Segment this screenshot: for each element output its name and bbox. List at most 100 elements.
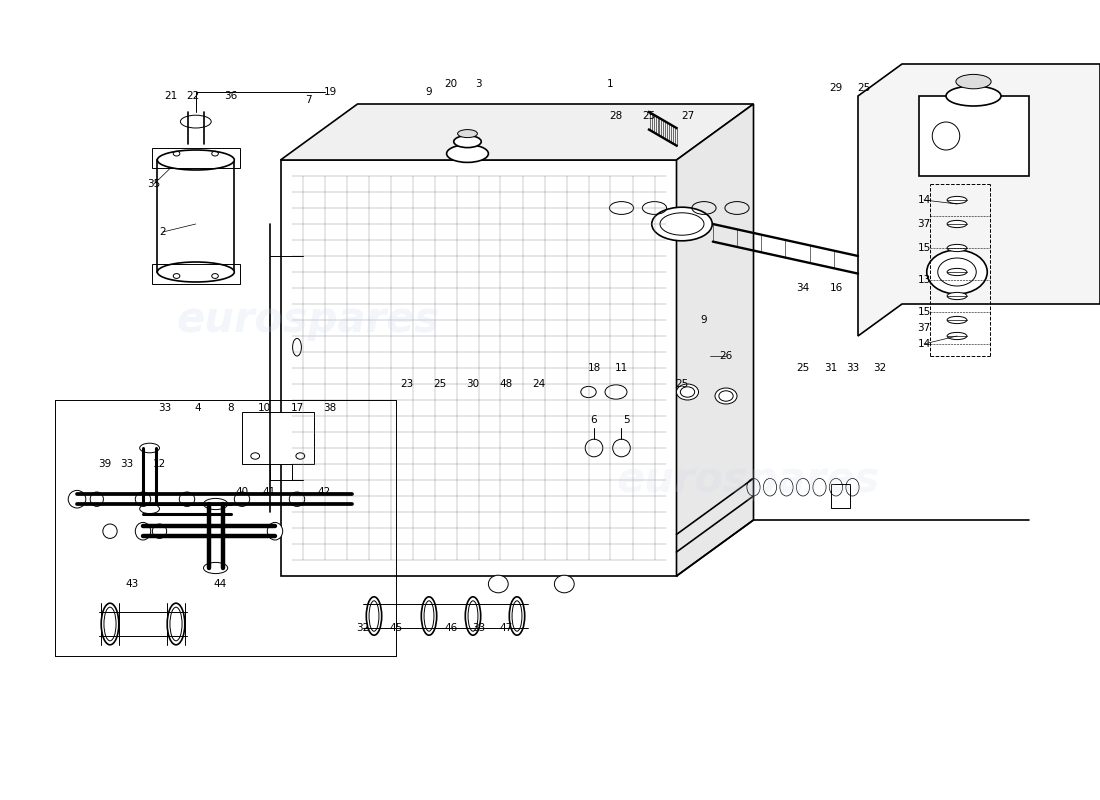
Text: 40: 40 [235,487,249,497]
Ellipse shape [947,316,967,323]
Ellipse shape [947,268,967,275]
Bar [152,148,240,168]
Text: 9: 9 [426,87,432,97]
Text: 33: 33 [158,403,172,413]
Polygon shape [858,64,1100,336]
Ellipse shape [167,603,185,645]
Text: 23: 23 [400,379,414,389]
Bar [830,484,850,508]
Text: 33: 33 [846,363,859,373]
Ellipse shape [488,575,508,593]
Ellipse shape [613,439,630,457]
Text: 33: 33 [120,459,133,469]
Ellipse shape [421,597,437,635]
Text: 13: 13 [917,275,931,285]
Ellipse shape [103,524,118,538]
Bar [152,264,240,284]
Ellipse shape [947,196,967,204]
Ellipse shape [676,384,698,400]
Ellipse shape [581,386,596,398]
Text: 19: 19 [323,87,337,97]
Text: 25: 25 [675,379,689,389]
Ellipse shape [554,575,574,593]
Text: 46: 46 [444,623,458,633]
Ellipse shape [947,292,967,300]
Text: 1: 1 [607,79,614,89]
Ellipse shape [101,603,119,645]
Text: 48: 48 [499,379,513,389]
Text: 37: 37 [917,323,931,333]
Text: 8: 8 [228,403,234,413]
Text: 14: 14 [917,339,931,349]
Text: 31: 31 [824,363,837,373]
Ellipse shape [135,492,151,506]
Text: 47: 47 [499,623,513,633]
Bar [157,160,234,272]
Text: 32: 32 [356,623,370,633]
Text: 32: 32 [873,363,887,373]
Text: 14: 14 [917,195,931,205]
Text: 27: 27 [681,111,694,121]
Polygon shape [676,104,754,576]
Text: eurospares: eurospares [176,299,440,341]
Text: 30: 30 [466,379,480,389]
Ellipse shape [289,492,305,506]
Text: 9: 9 [701,315,707,325]
Bar [280,160,676,576]
Ellipse shape [68,490,86,508]
Ellipse shape [509,597,525,635]
Ellipse shape [157,262,234,282]
Ellipse shape [947,333,967,340]
Ellipse shape [152,524,167,538]
Text: 33: 33 [472,623,485,633]
Ellipse shape [204,562,228,574]
Text: 11: 11 [615,363,628,373]
Text: 12: 12 [153,459,166,469]
Ellipse shape [234,492,250,506]
Text: 24: 24 [532,379,546,389]
Ellipse shape [465,597,481,635]
Ellipse shape [204,498,228,510]
Text: 39: 39 [98,459,111,469]
Ellipse shape [447,145,488,162]
Text: 7: 7 [305,95,311,105]
Text: 25: 25 [857,83,870,93]
Text: 28: 28 [609,111,623,121]
Text: 41: 41 [263,487,276,497]
Text: 36: 36 [224,91,238,101]
Polygon shape [280,104,754,160]
Ellipse shape [135,522,151,540]
Ellipse shape [715,388,737,404]
Ellipse shape [933,122,959,150]
Ellipse shape [947,220,967,227]
Text: 37: 37 [917,219,931,229]
Text: 20: 20 [444,79,458,89]
Text: 25: 25 [796,363,810,373]
Ellipse shape [157,150,234,170]
Bar [242,412,314,464]
Text: 43: 43 [125,579,139,589]
Ellipse shape [140,443,159,453]
Ellipse shape [947,245,967,251]
Text: 2: 2 [160,227,166,237]
Ellipse shape [946,86,1001,106]
Text: 26: 26 [719,351,733,361]
Ellipse shape [956,74,991,89]
Ellipse shape [926,250,988,294]
Ellipse shape [585,439,603,457]
Text: 29: 29 [829,83,843,93]
Text: 34: 34 [796,283,810,293]
Text: 21: 21 [164,91,177,101]
Text: 4: 4 [195,403,201,413]
Text: 44: 44 [213,579,227,589]
Ellipse shape [180,115,211,128]
Text: 17: 17 [290,403,304,413]
Text: 45: 45 [389,623,403,633]
Ellipse shape [453,135,482,147]
Ellipse shape [90,492,103,506]
Ellipse shape [605,385,627,399]
Text: 18: 18 [587,363,601,373]
Text: 38: 38 [323,403,337,413]
Ellipse shape [179,492,195,506]
Ellipse shape [267,522,283,540]
